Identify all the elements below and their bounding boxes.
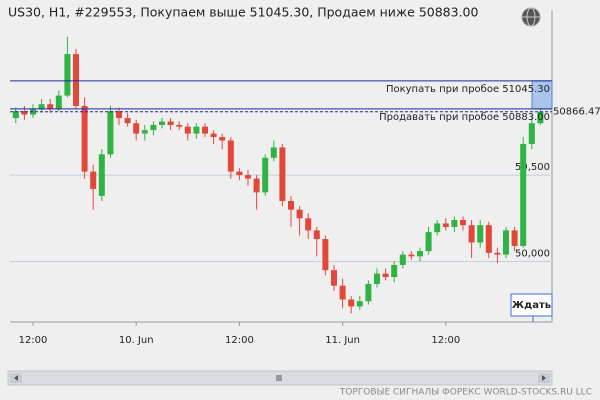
candle-body [511, 230, 518, 246]
candle-body [374, 273, 380, 284]
candle-body [528, 123, 535, 144]
candle-body [408, 254, 415, 257]
candle-body [210, 133, 217, 138]
x-tick-label: 10. Jun [119, 335, 154, 346]
candle-body [305, 218, 312, 231]
candle-body [296, 209, 303, 219]
candle-body [417, 251, 423, 257]
x-tick-label: 12:00 [19, 335, 48, 346]
candle-body [55, 95, 62, 110]
candle-body [262, 157, 269, 193]
footer: ТОРГОВЫЕ СИГНАЛЫ ФОРЕКС WORLD-STOCKS.RU … [339, 388, 592, 398]
candle-body [477, 225, 484, 243]
candle-body [313, 230, 320, 240]
candle-body [219, 137, 226, 141]
candle-body [98, 154, 105, 196]
candle-body [382, 273, 389, 278]
candle-body [288, 201, 294, 210]
candle-body [193, 126, 200, 134]
candle-body [150, 124, 157, 131]
candle-body [460, 220, 466, 226]
candle-body [356, 301, 363, 307]
candle-body [107, 111, 114, 155]
candle-body [47, 104, 54, 110]
candle-body [253, 178, 260, 193]
candle-body [184, 126, 191, 134]
candle-body [236, 171, 243, 176]
candle-body [399, 254, 406, 265]
globe-icon [521, 7, 541, 27]
candle-body [279, 147, 286, 202]
candle-body [434, 223, 441, 233]
level-label: Продавать при пробое 50883.00 [379, 112, 550, 123]
candle-body [202, 126, 208, 134]
candle-body [141, 130, 148, 134]
candle-body [81, 105, 88, 172]
candle-body [159, 121, 165, 125]
candle-body [468, 225, 475, 243]
candle-body [21, 111, 28, 115]
candle-body [365, 283, 372, 302]
candle-body [348, 299, 355, 307]
x-tick-label: 12:00 [225, 335, 254, 346]
x-tick-label: 12:00 [431, 335, 460, 346]
x-tick-label: 11. Jun [325, 335, 360, 346]
candle-body [322, 239, 329, 271]
candle-body [331, 270, 337, 286]
scrollbar[interactable] [7, 370, 553, 386]
signal-box [510, 293, 553, 317]
y-tick-label: 50,500 [515, 162, 550, 173]
y-tick-label: 50,000 [515, 249, 550, 260]
candle-body [494, 252, 501, 255]
candle-body [503, 230, 509, 255]
candle-body [116, 111, 122, 119]
candle-body [227, 140, 234, 172]
candle-body [391, 264, 398, 278]
candle-body [485, 225, 492, 253]
candle-body [90, 171, 97, 189]
candle-body [12, 111, 19, 119]
candle-body [133, 123, 140, 134]
candle-body [124, 118, 131, 124]
candle-body [537, 111, 544, 124]
candle-body [38, 104, 45, 110]
candle-body [64, 54, 71, 96]
candle-body [270, 147, 277, 158]
current-price-label: 50866.47 [553, 107, 600, 118]
level-label: Покупать при пробое 51045.30 [386, 84, 550, 95]
candle-body [176, 124, 183, 127]
signal: Ждать [510, 293, 553, 322]
candle-body [520, 143, 527, 246]
chart-title: US30, H1, #229553, Покупаем выше 51045.3… [8, 5, 479, 20]
candle-body [339, 285, 346, 300]
candle-body [451, 220, 458, 227]
candle-body [73, 54, 79, 106]
candle-body [245, 175, 251, 179]
candle-body [167, 121, 174, 125]
candle-body [425, 232, 432, 252]
signal-label: Ждать [512, 300, 551, 311]
candle-body [442, 223, 449, 227]
